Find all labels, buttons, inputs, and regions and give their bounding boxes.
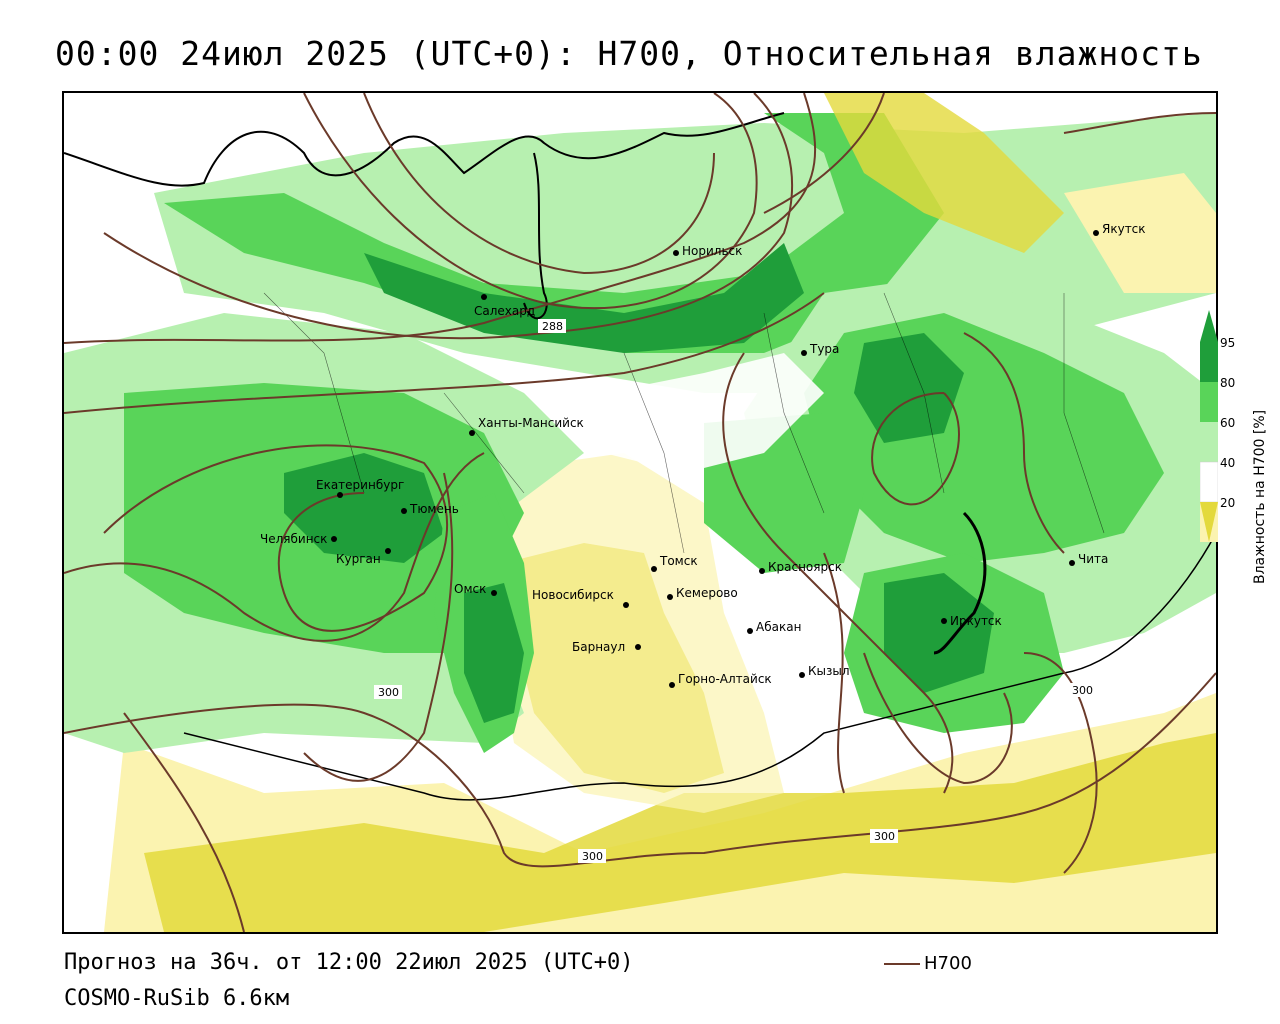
region-borders: [263, 292, 1105, 554]
model-name: COSMO-RuSib 6.6км: [64, 986, 290, 1011]
contour-label-288: 288: [542, 320, 563, 333]
contour-label-300-east: 300: [1072, 684, 1093, 697]
city-marker-chita: [1069, 560, 1075, 566]
contour-label-group: 288 300 300 300 300: [374, 319, 1096, 863]
city-label-novosibirsk: Новосибирск: [532, 588, 614, 602]
forecast-info: Прогноз на 36ч. от 12:00 22июл 2025 (UTC…: [64, 950, 634, 975]
map-canvas: 288 300 300 300 300 Якутск Норильск Сале…: [64, 93, 1216, 932]
city-label-chita: Чита: [1078, 552, 1108, 566]
contour-label-300-south: 300: [582, 850, 603, 863]
south-border: [183, 532, 1216, 801]
city-label-yekaterinburg: Екатеринбург: [316, 478, 404, 492]
humidity-colorbar: [1200, 310, 1218, 542]
colorbar-tick-20: 20: [1220, 496, 1236, 510]
humidity-map: 288 300 300 300 300 Якутск Норильск Сале…: [62, 91, 1218, 934]
city-marker-khanty-mansiysk: [469, 430, 475, 436]
city-label-omsk: Омск: [454, 582, 486, 596]
city-marker-tyumen: [401, 508, 407, 514]
city-label-abakan: Абакан: [756, 620, 801, 634]
colorbar-tick-40: 40: [1220, 456, 1236, 470]
humidity-zone-yellow-south: [144, 733, 1216, 932]
city-label-khanty-mansiysk: Ханты-Мансийск: [478, 416, 584, 430]
humidity-zone-light-yellow-central: [484, 453, 784, 813]
city-label-tura: Тура: [809, 342, 839, 356]
baikal-lake: [933, 511, 987, 655]
city-marker-krasnoyarsk: [759, 568, 765, 574]
h700-legend-label: H700: [924, 953, 972, 974]
humidity-zone-dark-green-urals: [284, 453, 444, 563]
city-marker-yekaterinburg: [337, 492, 343, 498]
yamal-coastline: [523, 152, 548, 320]
humidity-zone-light-yellow-northeast: [1064, 173, 1216, 293]
city-label-gorno-altaysk: Горно-Алтайск: [678, 672, 772, 686]
h700-legend-line: [884, 963, 920, 965]
city-marker-omsk: [491, 590, 497, 596]
city-label-kyzyl: Кызыл: [808, 664, 850, 678]
contour-label-300-west: 300: [378, 686, 399, 699]
cities-layer: Якутск Норильск Салехард Тура Ханты-Манс…: [260, 222, 1146, 688]
city-marker-kemerovo: [667, 594, 673, 600]
colorbar-title: Влажность на H700 [%]: [1252, 409, 1268, 584]
city-marker-salekhard: [481, 294, 487, 300]
city-marker-abakan: [747, 628, 753, 634]
city-marker-novosibirsk: [623, 602, 629, 608]
city-label-salekhard: Салехард: [474, 304, 535, 318]
city-marker-chelyabinsk: [331, 536, 337, 542]
city-marker-kyzyl: [799, 672, 805, 678]
contour-label-300-southeast: 300: [874, 830, 895, 843]
city-marker-barnaul: [635, 644, 641, 650]
humidity-zone-dark-green-tura: [854, 333, 964, 443]
city-marker-kurgan: [385, 548, 391, 554]
city-label-krasnoyarsk: Красноярск: [768, 560, 842, 574]
map-title: 00:00 24июл 2025 (UTC+0): H700, Относите…: [55, 34, 1203, 73]
colorbar-tick-60: 60: [1220, 416, 1236, 430]
city-label-norilsk: Норильск: [682, 244, 742, 258]
humidity-zone-yellow-northeast: [824, 93, 1064, 253]
city-label-tomsk: Томск: [659, 554, 698, 568]
colorbar-tick-80: 80: [1220, 376, 1236, 390]
humidity-zone-dark-green-irkutsk: [884, 573, 994, 693]
city-label-chelyabinsk: Челябинск: [260, 532, 327, 546]
arctic-coastline: [64, 112, 785, 187]
city-label-barnaul: Барнаул: [572, 640, 625, 654]
city-marker-yakutsk: [1093, 230, 1099, 236]
city-label-yakutsk: Якутск: [1102, 222, 1146, 236]
city-marker-irkutsk: [941, 618, 947, 624]
city-label-kurgan: Курган: [336, 552, 381, 566]
city-label-kemerovo: Кемерово: [676, 586, 738, 600]
city-marker-norilsk: [673, 250, 679, 256]
humidity-zone-dark-green-omsk: [464, 583, 524, 723]
colorbar-tick-95: 95: [1220, 336, 1236, 350]
city-marker-gorno-altaysk: [669, 682, 675, 688]
city-marker-tomsk: [651, 566, 657, 572]
city-label-irkutsk: Иркутск: [950, 614, 1002, 628]
city-label-tyumen: Тюмень: [409, 502, 459, 516]
humidity-zone-white-north-gap: [604, 353, 824, 473]
city-marker-tura: [801, 350, 807, 356]
